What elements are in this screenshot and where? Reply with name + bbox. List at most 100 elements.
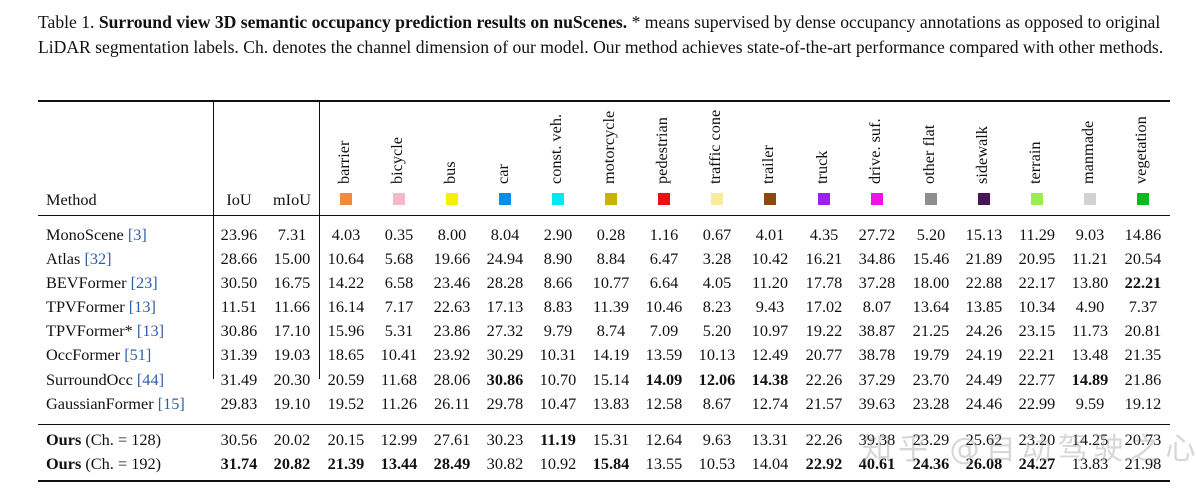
table-cell: 10.46 xyxy=(645,297,683,316)
table-cell: 19.79 xyxy=(912,345,950,364)
class-label: trailer xyxy=(758,145,777,184)
table-cell: 14.25 xyxy=(1071,430,1109,449)
table-row-method: GaussianFormer [15] xyxy=(46,394,185,414)
table-cell: 14.19 xyxy=(592,345,630,364)
method-name: SurroundOcc xyxy=(46,370,133,389)
table-cell: 8.90 xyxy=(543,249,573,268)
table-cell: 4.90 xyxy=(1075,297,1105,316)
class-label: other flat xyxy=(919,124,938,184)
class-color-swatch xyxy=(978,193,990,205)
table-cell: 31.49 xyxy=(220,370,258,389)
table-cell: 38.87 xyxy=(858,321,896,340)
table-cell: 8.67 xyxy=(702,394,732,413)
table-cell: 15.96 xyxy=(327,321,365,340)
method-name: OccFormer xyxy=(46,345,121,364)
class-label: manmade xyxy=(1078,120,1097,184)
table-cell: 20.95 xyxy=(1018,249,1056,268)
table-row-method: Ours (Ch. = 192) xyxy=(46,454,161,474)
table-cell: 15.84 xyxy=(592,454,630,473)
class-color-swatch xyxy=(711,193,723,205)
table-cell: 10.64 xyxy=(327,249,365,268)
table-cell: 13.83 xyxy=(592,394,630,413)
table-cell: 17.78 xyxy=(805,273,843,292)
table-cell: 6.64 xyxy=(649,273,679,292)
table-cell: 14.04 xyxy=(751,454,789,473)
table-cell: 4.01 xyxy=(755,225,785,244)
table-cell: 20.54 xyxy=(1124,249,1162,268)
table-cell: 14.09 xyxy=(645,370,683,389)
table-cell: 17.10 xyxy=(273,321,311,340)
table-cell: 18.00 xyxy=(912,273,950,292)
table-cell: 23.70 xyxy=(912,370,950,389)
table-cell: 14.22 xyxy=(327,273,365,292)
table-cell: 19.12 xyxy=(1124,394,1162,413)
table-cell: 15.00 xyxy=(273,249,311,268)
table-cell: 21.25 xyxy=(912,321,950,340)
table-cell: 21.86 xyxy=(1124,370,1162,389)
table-cell: 6.58 xyxy=(384,273,414,292)
table-row-method: BEVFormer [23] xyxy=(46,273,158,293)
table-cell: 12.49 xyxy=(751,345,789,364)
table-cell: 30.29 xyxy=(486,345,524,364)
table-cell: 22.21 xyxy=(1018,345,1056,364)
table-cell: 3.28 xyxy=(702,249,732,268)
table-cell: 30.86 xyxy=(220,321,258,340)
table-rule xyxy=(38,424,1170,425)
citation-link: [51] xyxy=(124,345,152,364)
table-cell: 24.46 xyxy=(965,394,1003,413)
table-cell: 1.16 xyxy=(649,225,679,244)
table-cell: 18.65 xyxy=(327,345,365,364)
class-label: const. veh. xyxy=(546,113,565,184)
class-label: truck xyxy=(812,150,831,184)
table-cell: 13.64 xyxy=(912,297,950,316)
header-miou: mIoU xyxy=(273,190,311,209)
table-cell: 13.44 xyxy=(380,454,418,473)
class-color-swatch xyxy=(1084,193,1096,205)
table-cell: 10.53 xyxy=(698,454,736,473)
table-cell: 20.73 xyxy=(1124,430,1162,449)
table-cell: 5.68 xyxy=(384,249,414,268)
table-cell: 22.17 xyxy=(1018,273,1056,292)
table-cell: 23.92 xyxy=(433,345,471,364)
table-cell: 21.89 xyxy=(965,249,1003,268)
caption-title: Surround view 3D semantic occupancy pred… xyxy=(98,12,628,32)
table-cell: 20.02 xyxy=(273,430,311,449)
class-label: bicycle xyxy=(387,136,406,184)
table-cell: 15.13 xyxy=(965,225,1003,244)
table-cell: 22.92 xyxy=(805,454,843,473)
table-cell: 31.39 xyxy=(220,345,258,364)
caption-body: * means supervised by dense occupancy an… xyxy=(38,12,1164,57)
table-cell: 23.20 xyxy=(1018,430,1056,449)
caption-label: Table 1. xyxy=(38,12,95,32)
table-cell: 23.46 xyxy=(433,273,471,292)
table-cell: 39.38 xyxy=(858,430,896,449)
column-separator xyxy=(213,101,214,379)
method-name: GaussianFormer xyxy=(46,394,154,413)
table-row-method: TPVFormer [13] xyxy=(46,297,156,317)
table-cell: 8.74 xyxy=(596,321,626,340)
table-cell: 10.70 xyxy=(539,370,577,389)
table-cell: 12.64 xyxy=(645,430,683,449)
table-cell: 12.06 xyxy=(698,370,736,389)
table-cell: 11.26 xyxy=(380,394,418,413)
table-row-method: OccFormer [51] xyxy=(46,345,151,365)
table-cell: 22.99 xyxy=(1018,394,1056,413)
table-rule xyxy=(38,480,1170,482)
table-cell: 21.98 xyxy=(1124,454,1162,473)
table-cell: 28.06 xyxy=(433,370,471,389)
table-cell: 5.20 xyxy=(916,225,946,244)
citation-link: [3] xyxy=(127,225,147,244)
class-color-swatch xyxy=(925,193,937,205)
table-cell: 11.19 xyxy=(540,430,576,449)
class-color-swatch xyxy=(340,193,352,205)
table-cell: 7.37 xyxy=(1128,297,1158,316)
citation-link: [13] xyxy=(136,321,165,340)
table-cell: 20.82 xyxy=(273,454,311,473)
table-cell: 13.55 xyxy=(645,454,683,473)
table-cell: 11.66 xyxy=(273,297,311,316)
table-cell: 5.20 xyxy=(702,321,732,340)
table-cell: 21.35 xyxy=(1124,345,1162,364)
table-cell: 31.74 xyxy=(220,454,258,473)
table-cell: 10.77 xyxy=(592,273,630,292)
table-cell: 23.29 xyxy=(912,430,950,449)
